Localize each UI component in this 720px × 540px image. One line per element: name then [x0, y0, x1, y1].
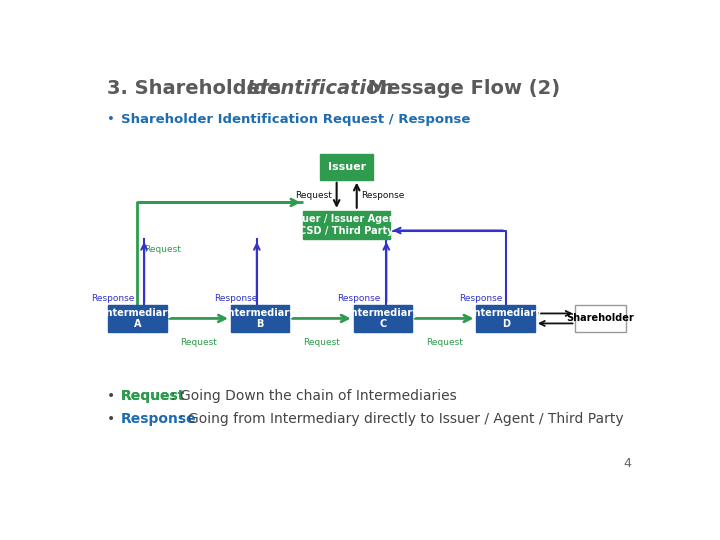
Text: Request: Request	[295, 191, 332, 200]
Text: •: •	[107, 389, 115, 403]
Text: : Going Down the chain of Intermediaries: : Going Down the chain of Intermediaries	[171, 389, 456, 403]
Text: Shareholder Identification Request / Response: Shareholder Identification Request / Res…	[121, 113, 470, 126]
FancyBboxPatch shape	[108, 305, 167, 332]
Text: Intermediary
D: Intermediary D	[470, 308, 541, 329]
Text: Issuer: Issuer	[328, 161, 366, 172]
Text: : Going from Intermediary directly to Issuer / Agent / Third Party: : Going from Intermediary directly to Is…	[179, 412, 624, 426]
Text: •: •	[107, 412, 115, 426]
Text: Response: Response	[361, 191, 405, 200]
Text: Response: Response	[459, 294, 503, 303]
Text: Shareholder: Shareholder	[567, 313, 634, 323]
Text: Response: Response	[214, 294, 258, 303]
Text: Issuer / Issuer Agent /
CSD / Third Party: Issuer / Issuer Agent / CSD / Third Part…	[287, 214, 407, 235]
FancyBboxPatch shape	[354, 305, 413, 332]
Text: Request: Request	[121, 389, 185, 403]
Text: Request: Request	[303, 339, 340, 347]
Text: Intermediary
C: Intermediary C	[347, 308, 419, 329]
Text: Response: Response	[121, 412, 197, 426]
Text: Request: Request	[144, 245, 181, 254]
FancyBboxPatch shape	[477, 305, 535, 332]
Text: Intermediary
A: Intermediary A	[102, 308, 174, 329]
FancyBboxPatch shape	[320, 153, 373, 180]
Text: Message Flow (2): Message Flow (2)	[361, 79, 560, 98]
Text: Request: Request	[121, 389, 185, 403]
FancyBboxPatch shape	[231, 305, 289, 332]
Text: Request: Request	[426, 339, 463, 347]
Text: 3. Shareholders: 3. Shareholders	[107, 79, 287, 98]
FancyBboxPatch shape	[575, 305, 626, 332]
Text: •: •	[107, 113, 114, 126]
Text: Response: Response	[337, 294, 380, 303]
FancyBboxPatch shape	[303, 211, 390, 239]
Text: 4: 4	[624, 457, 631, 470]
Text: Response: Response	[91, 294, 135, 303]
Text: Request: Request	[181, 339, 217, 347]
Text: Intermediary
B: Intermediary B	[225, 308, 296, 329]
Text: Identification: Identification	[247, 79, 394, 98]
